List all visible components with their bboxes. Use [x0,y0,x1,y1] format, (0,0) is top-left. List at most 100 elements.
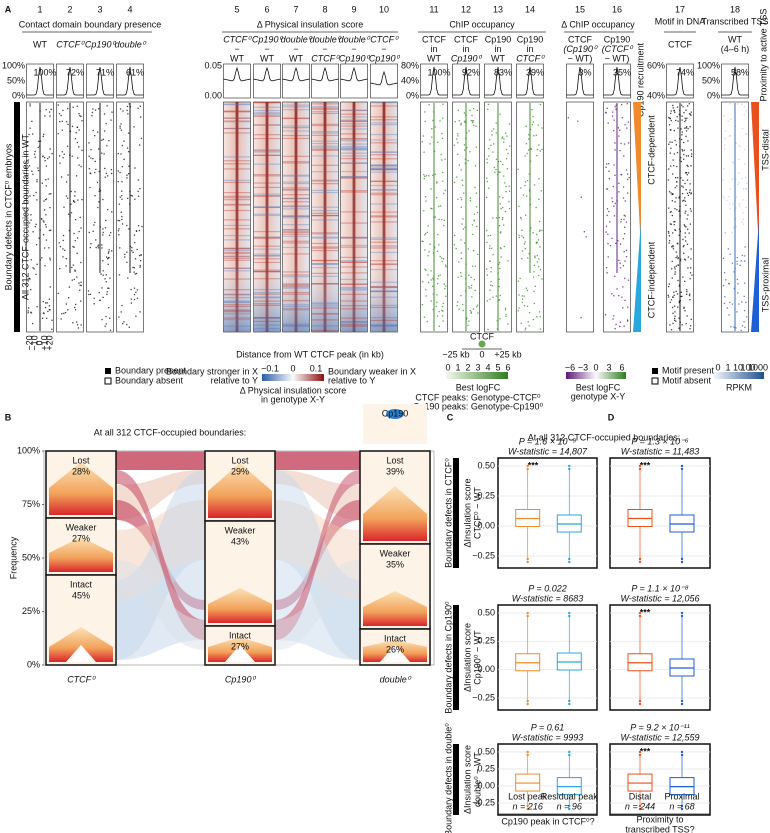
heatmap-streak [223,309,251,312]
column-label: − [381,44,386,54]
dot [38,140,40,143]
dot [507,323,509,325]
group-header: Δ ChIP occupancy [561,19,635,29]
dot [139,264,141,267]
dot [425,175,428,177]
heatmap-streak [223,311,251,313]
dot [470,311,473,313]
dot [102,270,104,272]
heatmap-streak [253,206,281,209]
dot [507,152,509,155]
dot [441,315,444,317]
heatmap-streak [370,286,398,289]
dot [612,318,614,320]
dot [131,247,133,249]
dot [613,205,615,207]
legend-tick: −0.1 [261,363,279,373]
dot [137,195,140,197]
axis-title: CTCF⁰ − WT [472,487,482,539]
heatmap-streak [311,112,339,115]
dot [425,269,427,272]
heatmap-streak [311,103,339,105]
dot [725,130,727,132]
distance-tick: 0 [34,340,44,345]
dot [671,141,673,143]
dot [620,218,623,221]
column-number: 9 [351,4,356,14]
dot [685,126,688,128]
dot [424,196,427,198]
dot [735,225,737,228]
group-n: n = 68 [669,801,694,811]
dot [119,247,121,249]
heatmap-streak [223,168,251,170]
column-number: 11 [429,4,438,14]
dot [44,115,46,117]
dot [475,125,477,127]
y-tick-label: 0.00 [477,664,495,674]
dot [442,117,444,119]
heatmap-streak [282,233,310,235]
heatmap-streak [223,249,251,252]
dot [690,111,692,113]
dot [433,150,436,153]
dot [472,120,475,122]
dot [109,329,112,331]
dot [530,148,532,150]
dot [680,291,682,293]
dot [744,260,746,262]
dot [507,260,509,262]
dot [742,199,744,201]
dot [436,294,438,296]
dot [434,173,437,175]
dot [690,318,692,321]
dot [470,276,472,278]
dot [622,264,625,267]
dot [625,256,628,258]
dot [685,172,688,174]
dot-column [566,101,594,333]
heatmap-streak [370,251,398,254]
outlier [526,557,529,561]
heatmap-streak [370,122,398,124]
dot [94,195,96,197]
dot [608,210,610,213]
dot [738,144,740,147]
flow-ribbon [275,470,360,660]
dot [473,279,475,281]
heatmap-shade [223,102,251,332]
dot [441,132,443,135]
column-number: 10 [379,4,389,14]
legend-tick: 3 [475,362,480,372]
dot [674,315,676,317]
dot [743,309,746,312]
heatmap-streak [340,289,368,291]
profile-box [340,63,368,99]
dot [130,298,132,300]
dot [670,112,672,115]
dot [605,231,607,233]
heatmap-streak [282,323,310,325]
dot [107,208,109,211]
dot [464,226,466,228]
dot [530,227,532,229]
heatmap-streak [370,263,398,265]
dot [527,257,529,259]
dot [105,323,108,325]
dot [672,322,674,325]
dot [539,150,541,152]
heatmap-streak [340,237,368,239]
dot [678,210,680,212]
heatmap-streak [282,205,310,207]
dot [674,229,677,231]
dot [460,257,463,260]
category-percent: 27% [72,533,90,543]
dot [490,280,492,283]
dot [681,324,683,326]
heatmap-streak [370,189,398,191]
dot [676,165,678,168]
dot [627,279,630,281]
heatmap-streak [340,109,368,112]
dot [689,183,691,185]
outlier [680,750,684,754]
